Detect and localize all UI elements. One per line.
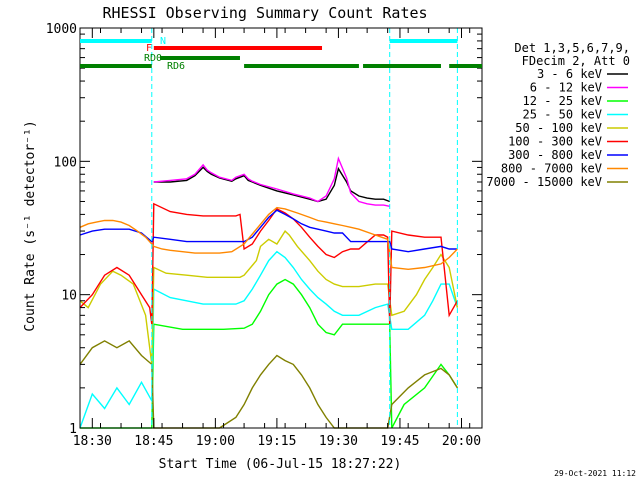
y-tick-label: 1000 (46, 22, 77, 37)
flag-label: F (146, 43, 152, 54)
legend-entry-label: 800 - 7000 keV (501, 162, 602, 176)
legend-entry-label: 6 - 12 keV (530, 81, 602, 95)
legend: Det 1,3,5,6,7,9, FDecim 2, Att 0 3 - 6 k… (486, 41, 630, 189)
y-axis-label: Count Rate (s⁻¹ detector⁻¹) (23, 120, 38, 331)
x-tick-label: 19:30 (319, 434, 358, 449)
flag-label: RD6 (167, 61, 185, 72)
legend-entry-label: 25 - 50 keV (523, 108, 602, 122)
flag-label: RD0 (144, 53, 162, 64)
series-line (79, 250, 459, 429)
legend-entry-label: 100 - 300 keV (508, 135, 602, 149)
x-tick-label: 19:00 (196, 434, 235, 449)
x-axis-label: Start Time (06-Jul-15 18:27:22) (159, 457, 402, 472)
x-tick-label: 19:45 (380, 434, 419, 449)
x-tick-label: 20:00 (442, 434, 481, 449)
x-axis-ticks: 18:30 18:45 19:00 19:15 19:30 19:45 20:00 (73, 28, 481, 449)
series-line (80, 278, 458, 429)
plot-area (79, 28, 459, 429)
x-tick-label: 18:30 (73, 434, 112, 449)
flag-label: N (160, 36, 166, 47)
series-line (79, 230, 459, 365)
x-tick-label: 19:15 (257, 434, 296, 449)
series-line (79, 202, 459, 325)
chart-title: RHESSI Observing Summary Count Rates (102, 4, 427, 22)
series-line (79, 206, 458, 271)
plot-frame (79, 27, 483, 429)
legend-header-line-2: FDecim 2, Att 0 (522, 54, 630, 68)
legend-entry-label: 50 - 100 keV (515, 121, 602, 135)
legend-header-line-1: Det 1,3,5,6,7,9, (514, 41, 630, 55)
footer-date: 29-Oct-2021 11:12 (554, 469, 636, 478)
y-axis-ticks: 1 10 100 1000 (46, 22, 482, 437)
legend-entry-label: 7000 - 15000 keV (486, 175, 602, 189)
y-tick-label: 100 (54, 155, 77, 170)
series-line (79, 209, 458, 253)
legend-entry-label: 12 - 25 keV (523, 94, 602, 108)
legend-entry-label: 300 - 800 keV (508, 148, 602, 162)
series-line (79, 340, 458, 429)
y-tick-label: 10 (61, 289, 77, 304)
series-line (153, 156, 390, 207)
x-tick-label: 18:45 (134, 434, 173, 449)
legend-entry-label: 3 - 6 keV (537, 67, 602, 81)
y-tick-label: 1 (69, 422, 77, 437)
series-line (153, 166, 390, 203)
